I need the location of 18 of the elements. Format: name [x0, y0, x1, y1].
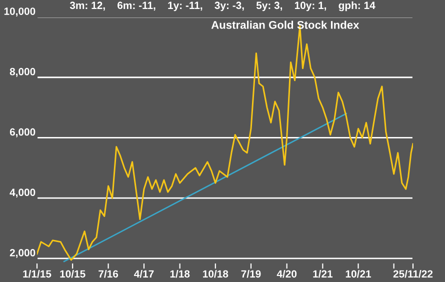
- x-tick-label: 7/19: [241, 270, 261, 278]
- x-tick-label: 4/20: [276, 270, 297, 278]
- y-tick-label: 4,000: [10, 188, 36, 198]
- y-tick-label: 10,000: [4, 8, 36, 16]
- x-tick-label: 10/21: [346, 270, 372, 278]
- y-tick-label: 8,000: [10, 68, 36, 77]
- x-tick-label: 4/17: [134, 270, 154, 278]
- x-tick-label: 1/18: [170, 270, 190, 278]
- x-tick-label: 1/1/15: [23, 270, 52, 278]
- x-tick-label: 10/18: [203, 270, 228, 278]
- y-tick-label: 6,000: [10, 128, 36, 138]
- chart-title: Australian Gold Stock Index: [211, 20, 360, 29]
- y-tick-label: 2,000: [10, 249, 36, 258]
- chart-subtitle: 3m: 12, 6m: -11, 1y: -11, 3y: -3, 5y: 3, 10y: 1, gph: 14: [70, 1, 376, 12]
- x-tick-label: 7/16: [98, 270, 118, 278]
- x-tick-label: 10/15: [60, 270, 86, 278]
- x-tick-label: 25/11/22: [393, 270, 433, 278]
- x-tick-label: 1/21: [313, 270, 333, 278]
